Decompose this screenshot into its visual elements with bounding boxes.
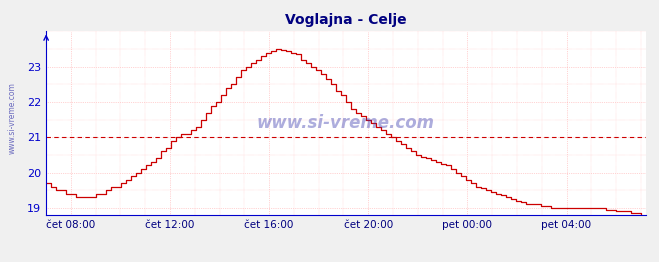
Text: www.si-vreme.com: www.si-vreme.com — [257, 114, 435, 132]
Text: www.si-vreme.com: www.si-vreme.com — [8, 82, 17, 154]
Title: Voglajna - Celje: Voglajna - Celje — [285, 14, 407, 28]
